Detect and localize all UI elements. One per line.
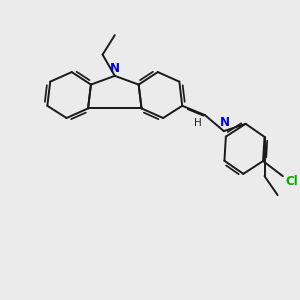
Text: N: N	[110, 62, 120, 75]
Text: N: N	[219, 116, 230, 130]
Text: H: H	[194, 118, 202, 128]
Text: Cl: Cl	[285, 175, 298, 188]
